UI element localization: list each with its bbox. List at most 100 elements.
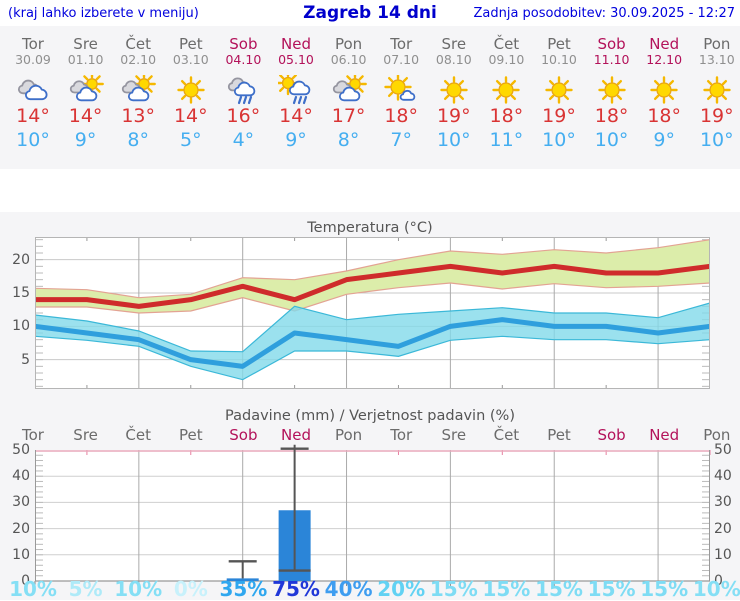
precip-y-axis-label: 30 (12, 494, 30, 511)
precip-probability: 10% (9, 577, 57, 601)
temperature-chart-title: Temperatura (°C) (307, 220, 433, 236)
day-date: 12.10 (646, 52, 683, 67)
temp-min: 10° (436, 129, 471, 151)
temp-y-axis-label: 5 (21, 351, 30, 368)
temp-max: 18° (489, 105, 524, 127)
day-name: Pet (178, 35, 203, 53)
day-column: Sre 01.10 14° 9° (59, 26, 112, 151)
precip-day-label: Tor (390, 426, 413, 444)
rain-icon (225, 75, 261, 105)
precip-y-axis-label: 0 (714, 573, 723, 589)
temp-max: 18° (647, 105, 682, 127)
precip-probability: 20% (377, 577, 426, 601)
precip-y-axis-label: 10 (714, 546, 732, 563)
precipitation-chart (34, 444, 711, 586)
precip-probability: 15% (429, 577, 478, 601)
sun-cloud-icon (68, 72, 104, 105)
day-date: 06.10 (330, 52, 367, 67)
day-name: Pon (703, 35, 731, 53)
temp-max: 13° (121, 105, 156, 127)
sun-rain-icon (275, 70, 314, 105)
precip-day-label: Sob (597, 426, 626, 444)
day-date: 10.10 (541, 52, 577, 67)
temp-max: 17° (331, 105, 366, 127)
temp-max: 19° (436, 105, 471, 127)
temp-y-axis-label: 15 (12, 285, 30, 301)
temp-max: 14° (16, 105, 50, 127)
day-name: Sre (73, 35, 98, 53)
precip-day-label: Pet (547, 426, 571, 444)
temp-max: 14° (173, 105, 208, 127)
precip-y-axis-label: 40 (714, 468, 732, 485)
day-name: Pon (334, 35, 363, 53)
temp-min: 9° (74, 129, 97, 151)
day-column: Tor 30.09 14° 10° (7, 26, 60, 151)
precip-day-label: Pon (334, 426, 363, 444)
sun-icon (436, 75, 472, 105)
last-updated: Zadnja posodobitev: 30.09.2025 - 12:27 (473, 6, 735, 21)
precip-probability: 15% (640, 577, 689, 601)
day-name: Sre (441, 35, 467, 53)
day-date: 04.10 (225, 52, 262, 67)
day-name: Sob (597, 35, 626, 53)
precip-day-label: Ned (281, 426, 311, 444)
precip-probability: 15% (587, 577, 636, 601)
precip-y-axis-label: 30 (714, 494, 732, 511)
day-date: 11.10 (593, 52, 630, 67)
day-column: Sre 08.10 19° 10° (427, 26, 480, 151)
temp-min: 11° (489, 129, 524, 151)
cloudy-icon (15, 75, 51, 105)
precip-day-label: Sre (441, 426, 467, 444)
day-date: 08.10 (435, 52, 472, 67)
day-column: Pon 06.10 17° 8° (322, 26, 375, 151)
day-name: Ned (281, 35, 311, 53)
day-name: Tor (390, 35, 413, 53)
day-column: Pet 03.10 14° 5° (164, 26, 217, 151)
day-date: 30.09 (15, 52, 51, 67)
day-column: Pon 13.10 19° 10° (690, 26, 740, 151)
sun-small-cloud-icon (383, 73, 419, 105)
day-name: Tor (22, 35, 44, 53)
charts-panel: Temperatura (°C) vreme.us Padavine (mm) … (0, 212, 740, 601)
temperature-chart (35, 237, 710, 389)
temp-y-axis-label: 10 (12, 318, 30, 335)
sun-cloud-icon (331, 72, 367, 105)
sun-icon (594, 75, 630, 105)
temp-max: 19° (542, 105, 576, 127)
precip-probability: 10% (114, 577, 163, 601)
precip-day-label: Sre (73, 426, 98, 444)
forecast-strip: Tor 30.09 14° 10° Sre 01.10 14° 9° Čet 02.10 13° 8°… (0, 26, 740, 169)
day-name: Čet (493, 35, 520, 53)
precip-probability: 35% (219, 577, 268, 601)
sun-icon (646, 75, 682, 105)
page-title: Zagreb 14 dni (303, 3, 437, 23)
day-column: Ned 12.10 18° 9° (638, 26, 691, 151)
day-column: Pet 10.10 19° 10° (533, 26, 586, 151)
precip-y-axis-label: 0 (21, 573, 30, 589)
temp-min: 7° (390, 129, 412, 151)
day-name: Čet (125, 35, 151, 53)
precip-y-axis-label: 40 (12, 468, 30, 485)
precip-probability: 40% (324, 577, 373, 601)
precip-probability: 5% (68, 577, 103, 601)
day-name: Ned (649, 35, 680, 53)
day-column: Tor 07.10 18° 7° (375, 26, 428, 151)
temp-min: 10° (16, 129, 50, 151)
precip-day-label: Pet (178, 426, 203, 444)
precip-probability: 75% (272, 577, 320, 601)
sun-icon (699, 75, 735, 105)
temp-min: 8° (337, 129, 360, 151)
precip-day-label: Čet (493, 426, 520, 444)
precipitation-chart-title: Padavine (mm) / Verjetnost padavin (%) (225, 408, 515, 424)
day-column: Čet 02.10 13° 8° (112, 26, 165, 151)
day-date: 07.10 (383, 52, 420, 67)
temp-min: 9° (653, 129, 675, 151)
precip-probability: 15% (535, 577, 583, 601)
precip-day-label: Čet (125, 426, 151, 444)
day-date: 02.10 (120, 52, 157, 67)
temp-max: 18° (594, 105, 629, 127)
temp-y-axis-label: 20 (12, 251, 30, 268)
temp-max: 18° (384, 105, 419, 127)
precip-probability: 15% (482, 577, 531, 601)
